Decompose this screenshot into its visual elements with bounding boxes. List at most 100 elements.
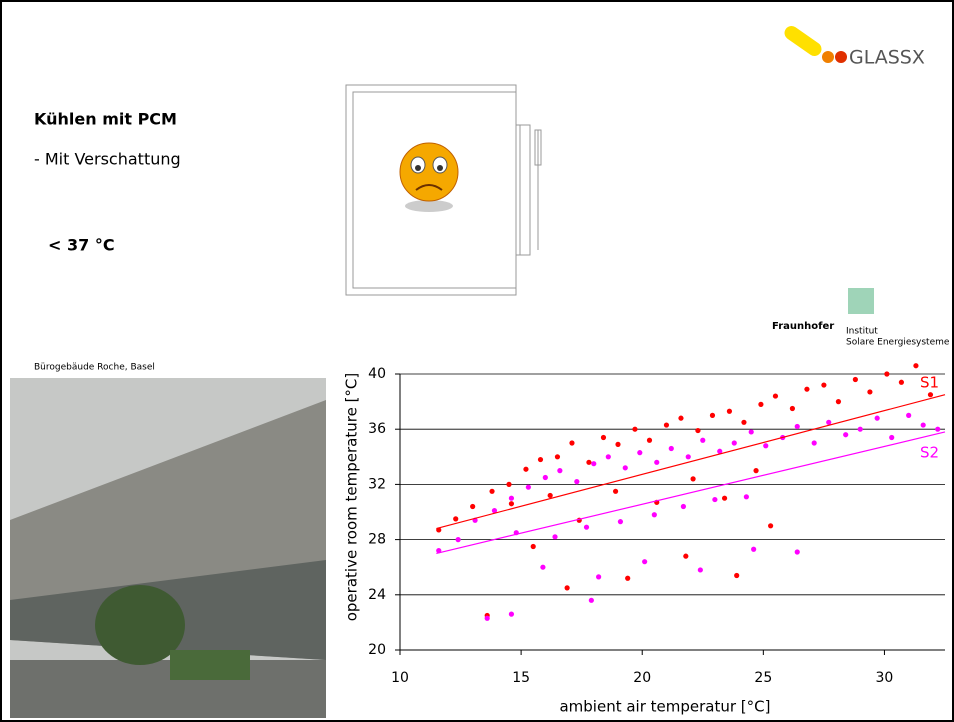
point — [632, 426, 638, 432]
point — [489, 488, 495, 494]
point — [889, 434, 895, 441]
point — [906, 412, 912, 418]
point — [654, 459, 660, 465]
logo: GLASSX — [784, 25, 925, 69]
y-tick-label: 36 — [368, 421, 386, 437]
point — [455, 537, 461, 543]
point — [583, 524, 590, 530]
point — [731, 440, 737, 446]
point — [935, 426, 941, 432]
point — [709, 412, 716, 418]
point — [721, 495, 728, 501]
point — [794, 423, 800, 430]
temperature: < 37 °C — [48, 236, 115, 255]
institute: Institut — [846, 327, 878, 337]
point — [554, 454, 561, 460]
point — [552, 534, 558, 540]
point — [547, 492, 553, 499]
point — [811, 440, 817, 446]
point — [753, 468, 759, 474]
point — [768, 523, 774, 529]
point — [530, 543, 536, 550]
point — [508, 495, 515, 501]
slide-title: Kühlen mit PCM — [34, 110, 177, 129]
point — [646, 437, 653, 443]
point — [789, 405, 796, 412]
point — [857, 426, 863, 432]
point — [821, 382, 827, 388]
y-tick-label: 32 — [368, 476, 386, 492]
point — [772, 393, 779, 399]
point — [588, 597, 594, 603]
point — [663, 422, 670, 428]
point — [726, 408, 733, 414]
point — [690, 476, 696, 482]
y-tick-label: 40 — [368, 366, 386, 382]
point — [743, 494, 749, 500]
point — [852, 376, 858, 383]
point — [605, 454, 611, 460]
point — [898, 379, 905, 385]
point — [637, 450, 643, 456]
y-tick-label: 24 — [368, 587, 386, 603]
point — [596, 574, 602, 580]
y-tick-label: 20 — [368, 642, 386, 658]
series-label: S1 — [920, 374, 939, 392]
point — [794, 549, 800, 555]
point — [913, 363, 919, 369]
photo-caption: Bürogebäude Roche, Basel — [34, 363, 155, 373]
point — [586, 459, 592, 465]
trend-line — [436, 394, 946, 530]
point — [617, 519, 624, 525]
point — [700, 437, 706, 443]
point — [835, 399, 842, 405]
point — [525, 484, 531, 490]
y-tick-label: 28 — [368, 532, 386, 548]
point — [685, 454, 691, 460]
point — [927, 392, 934, 398]
point — [612, 488, 619, 494]
point — [741, 419, 747, 425]
point — [763, 443, 769, 449]
point — [508, 501, 515, 507]
point — [470, 503, 476, 510]
point — [712, 496, 718, 503]
point — [615, 441, 621, 447]
point — [569, 440, 575, 446]
bullet: - Mit Verschattung — [34, 150, 181, 169]
x-tick-label: 15 — [512, 670, 530, 686]
series-label: S2 — [920, 444, 939, 462]
x-tick-label: 20 — [633, 670, 651, 686]
trend-line — [436, 431, 946, 554]
point — [758, 401, 764, 407]
point — [506, 481, 512, 487]
x-tick-label: 25 — [754, 670, 772, 686]
point — [668, 445, 674, 452]
point — [734, 572, 740, 579]
point — [484, 615, 490, 621]
point — [826, 419, 832, 425]
point — [453, 516, 459, 522]
point — [491, 508, 498, 514]
point — [748, 429, 754, 435]
point — [680, 503, 687, 510]
point — [697, 567, 703, 573]
point — [717, 448, 723, 454]
point — [591, 461, 597, 467]
point — [564, 585, 570, 591]
point — [523, 466, 529, 472]
institute: Solare Energiesysteme — [846, 338, 950, 348]
building-photo — [10, 378, 326, 718]
room-diagram — [345, 84, 542, 296]
point — [751, 546, 757, 552]
point — [683, 553, 689, 559]
x-tick-label: 10 — [391, 670, 409, 686]
point — [600, 434, 607, 441]
point — [508, 611, 515, 617]
logo-text: GLASSX — [849, 47, 925, 69]
x-tick-label: 30 — [876, 670, 894, 686]
point — [537, 456, 544, 463]
ise-logo — [848, 288, 874, 314]
point — [678, 415, 684, 421]
